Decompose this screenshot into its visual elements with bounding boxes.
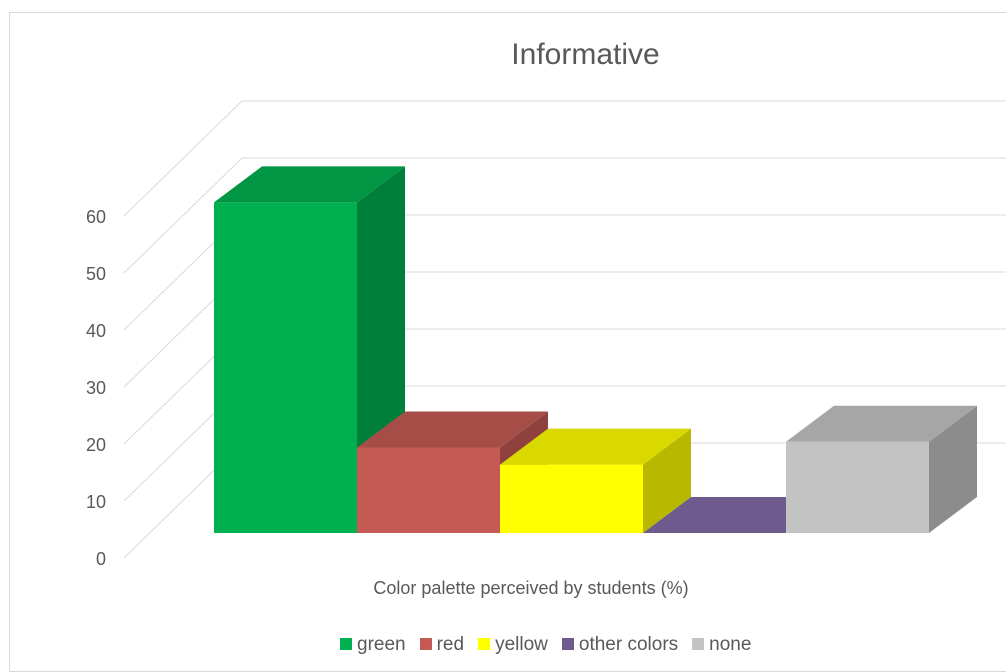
legend-item: none (692, 634, 751, 656)
chart-plot: 0 10 20 30 40 50 60 (86, 100, 1006, 569)
bar-front (500, 464, 643, 533)
bar-front (786, 441, 929, 533)
legend-label: red (436, 634, 465, 655)
gridline (123, 100, 243, 217)
legend-item: other colors (561, 634, 679, 656)
y-tick-label: 10 (86, 492, 106, 512)
legend-label: none (709, 634, 752, 655)
bar-front (214, 202, 357, 533)
legend-swatch (561, 638, 574, 650)
chart-title: Informative (511, 38, 660, 71)
y-tick-label: 60 (86, 207, 106, 227)
legend-label: other colors (578, 634, 679, 655)
legend-label: green (357, 634, 406, 655)
y-tick-label: 20 (86, 435, 106, 455)
bar-top (500, 428, 691, 465)
bar-front (357, 447, 500, 533)
y-tick-label: 0 (96, 549, 106, 569)
bar-top (786, 405, 977, 442)
bar-side (929, 405, 977, 533)
legend-swatch (692, 638, 705, 650)
legend-swatch (419, 638, 432, 650)
bar-side (643, 428, 691, 533)
y-tick-label: 40 (86, 321, 106, 341)
x-axis-title: Color palette perceived by students (%) (373, 578, 689, 598)
bar-top (214, 166, 405, 203)
gridline (123, 157, 243, 274)
legend-item: yellow (478, 634, 548, 656)
legend-item: red (419, 634, 465, 656)
bar-top (357, 411, 548, 448)
y-tick-label: 50 (86, 264, 106, 284)
chart-legend: green red yellow other colors none (340, 634, 765, 656)
legend-label: yellow (495, 634, 548, 655)
legend-swatch (478, 638, 491, 650)
legend-item: green (340, 634, 406, 656)
y-tick-label: 30 (86, 378, 106, 398)
legend-swatch (340, 638, 352, 650)
